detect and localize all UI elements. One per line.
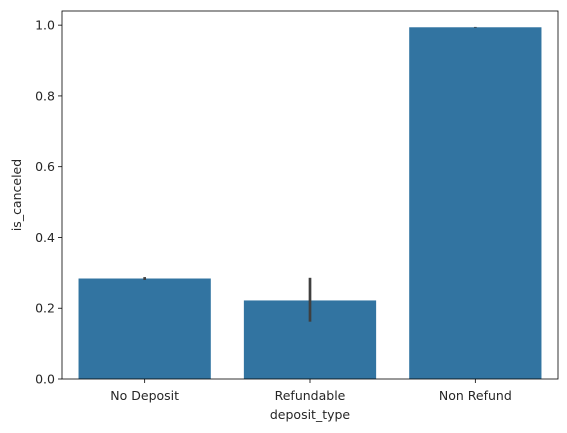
y-tick-label-4: 0.8 — [35, 88, 55, 103]
x-tick-label-2: Non Refund — [439, 388, 512, 403]
x-tick-label-0: No Deposit — [110, 388, 179, 403]
plot-frame — [61, 10, 559, 380]
bar-2 — [409, 27, 542, 380]
x-axis-label: deposit_type — [270, 407, 351, 422]
error-bars-group — [143, 26, 477, 322]
y-axis-label: is_canceled — [9, 159, 24, 231]
y-ticks-group: 0.0 0.2 0.4 0.6 0.8 1.0 — [35, 18, 62, 387]
y-tick-label-2: 0.4 — [35, 230, 55, 245]
y-tick-label-0: 0.0 — [35, 372, 55, 387]
x-tick-label-1: Refundable — [275, 388, 346, 403]
y-tick-label-1: 0.2 — [35, 301, 55, 316]
y-tick-label-3: 0.6 — [35, 159, 55, 174]
x-ticks-group: No Deposit Refundable Non Refund — [110, 379, 512, 403]
bar-0 — [78, 278, 211, 379]
bars-group — [78, 27, 542, 380]
y-tick-label-5: 1.0 — [35, 18, 55, 33]
